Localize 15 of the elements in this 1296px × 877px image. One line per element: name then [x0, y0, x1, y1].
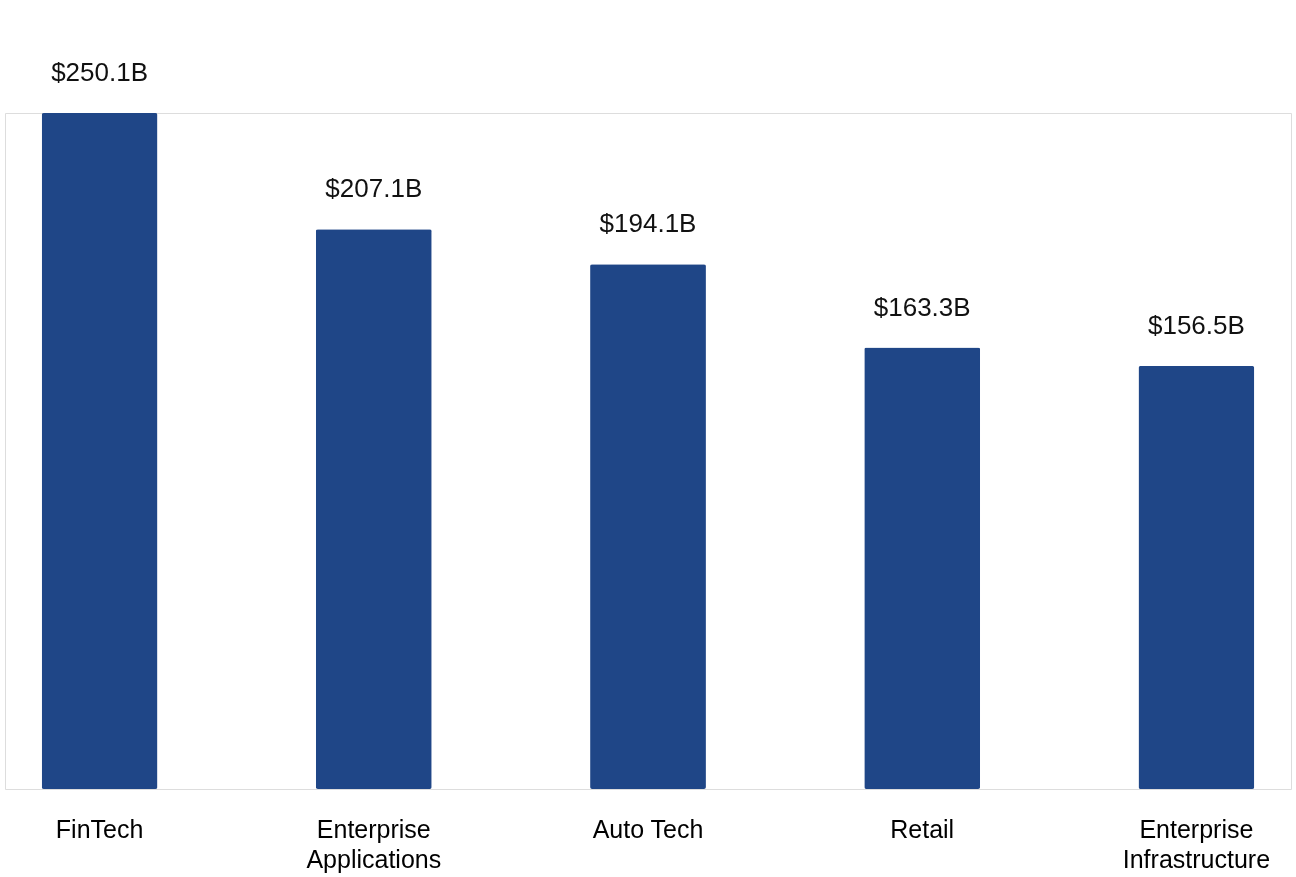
x-tick-label: Enterprise Infrastructure [1122, 814, 1271, 873]
x-tick-label: Enterprise Applications [306, 814, 442, 873]
data-label: $194.1B [599, 208, 697, 239]
x-tick-label: Retail [890, 814, 955, 843]
data-label: $156.5B [1147, 309, 1245, 340]
bar [41, 113, 158, 789]
bar [864, 347, 981, 789]
bar [1138, 365, 1255, 789]
data-label: $250.1B [51, 57, 149, 87]
data-label: $207.1B [325, 173, 423, 204]
x-tick-label: Auto Tech [592, 814, 704, 843]
data-label: $163.3B [873, 291, 971, 322]
bar [315, 229, 432, 789]
x-tick-label: FinTech [55, 814, 144, 843]
bar [590, 264, 706, 789]
